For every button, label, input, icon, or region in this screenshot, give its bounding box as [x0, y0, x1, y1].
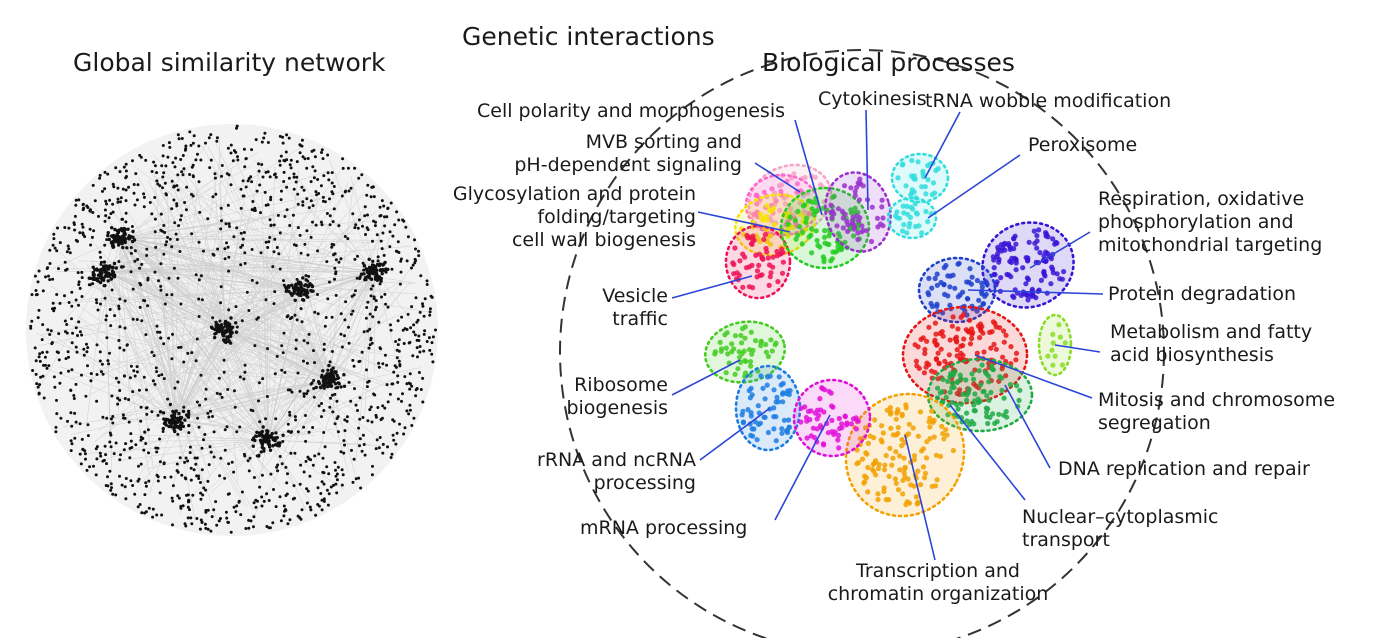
label-dna: DNA replication and repair — [1058, 458, 1310, 480]
leader-nuclear — [949, 404, 1026, 501]
label-glycosylation: Glycosylation and protein folding/target… — [410, 183, 696, 252]
label-vesicle-line1: Vesicle — [602, 285, 668, 307]
global-similarity-network — [26, 124, 438, 536]
leader-dna — [1004, 384, 1051, 469]
leader-rrna — [699, 407, 771, 461]
label-respiration: Respiration, oxidative phosphorylation a… — [1098, 188, 1322, 257]
biological-processes-heading: Biological processes — [762, 48, 1015, 77]
leader-transcription — [904, 434, 936, 561]
leader-glycosylation — [697, 211, 791, 233]
label-mvb-line2: pH-dependent signaling — [514, 154, 742, 176]
label-mvb: MVB sorting and pH-dependent signaling — [506, 131, 742, 177]
cluster-vesicle — [724, 224, 792, 300]
label-respiration-line3: mitochondrial targeting — [1098, 234, 1323, 256]
leader-ribosome — [671, 359, 741, 396]
label-mitosis: Mitosis and chromosome segregation — [1098, 389, 1335, 435]
cluster-dna-replication — [926, 357, 1034, 433]
label-mrna: mRNA processing — [580, 517, 748, 539]
label-nuclear-line1: Nuclear–cytoplasmic — [1022, 506, 1219, 528]
leader-mvb — [754, 162, 801, 193]
cluster-trna — [890, 152, 950, 204]
label-transcription: Transcription and chromatin organization — [800, 560, 1076, 606]
left-heading: Global similarity network — [73, 48, 386, 77]
label-rrna-line2: processing — [593, 472, 696, 494]
label-rrna: rRNA and ncRNA processing — [500, 449, 696, 495]
leader-cytokinesis — [865, 109, 869, 211]
cluster-rrna — [734, 364, 802, 452]
leader-peroxisome — [927, 154, 1021, 219]
network-nodes — [29, 124, 437, 534]
label-peroxisome: Peroxisome — [1028, 134, 1138, 156]
leader-metabolism — [1054, 344, 1101, 353]
label-glycosylation-line3: cell wall biogenesis — [511, 229, 696, 251]
label-mvb-line1: MVB sorting and — [585, 131, 742, 153]
leader-protein-degradation — [967, 289, 1104, 295]
label-metabolism-line2: acid biosynthesis — [1110, 344, 1274, 366]
leader-respiration — [1029, 231, 1091, 269]
cluster-cell-polarity — [747, 163, 833, 237]
label-nuclear-line2: transport — [1022, 529, 1110, 551]
process-clusters — [703, 152, 1075, 518]
label-transcription-line1: Transcription and — [856, 560, 1020, 582]
label-vesicle-line2: traffic — [612, 308, 668, 330]
label-rrna-line1: rRNA and ncRNA — [537, 449, 696, 471]
label-ribosome: Ribosome biogenesis — [540, 374, 668, 420]
label-vesicle: Vesicle traffic — [560, 285, 668, 331]
cluster-mrna — [792, 378, 872, 458]
cluster-transcription — [844, 392, 966, 518]
label-transcription-line2: chromatin organization — [827, 583, 1049, 605]
label-mitosis-line1: Mitosis and chromosome — [1098, 389, 1336, 411]
leader-cell-polarity — [794, 119, 823, 216]
label-mitosis-line2: segregation — [1098, 412, 1211, 434]
genetic-interactions-heading: Genetic interactions — [462, 22, 715, 51]
label-cell-polarity: Cell polarity and morphogenesis — [477, 100, 785, 122]
label-respiration-line2: phosphorylation and — [1098, 211, 1294, 233]
cluster-protein-degradation — [917, 256, 997, 324]
label-leader-lines — [671, 109, 1104, 561]
process-map-boundary — [559, 49, 1165, 638]
label-glycosylation-line2: folding/targeting — [537, 206, 696, 228]
label-metabolism: Metabolism and fatty acid biosynthesis — [1110, 321, 1312, 367]
label-glycosylation-line1: Glycosylation and protein — [452, 183, 696, 205]
label-metabolism-line1: Metabolism and fatty — [1110, 321, 1313, 343]
label-ribosome-line2: biogenesis — [566, 397, 668, 419]
leader-mrna — [774, 414, 831, 521]
label-cytokinesis: Cytokinesis — [818, 88, 927, 110]
leader-vesicle — [671, 275, 753, 299]
leader-trna — [924, 111, 961, 179]
label-nuclear: Nuclear–cytoplasmic transport — [1022, 506, 1219, 552]
cluster-trna — [886, 196, 938, 240]
label-respiration-line1: Respiration, oxidative — [1098, 188, 1305, 210]
cluster-respiration — [981, 221, 1075, 309]
leader-mitosis — [974, 354, 1093, 399]
cluster-cytokinesis — [824, 171, 892, 253]
label-protein-degradation: Protein degradation — [1108, 283, 1297, 305]
label-ribosome-line1: Ribosome — [574, 374, 668, 396]
label-trna: tRNA wobble modification — [925, 90, 1172, 112]
